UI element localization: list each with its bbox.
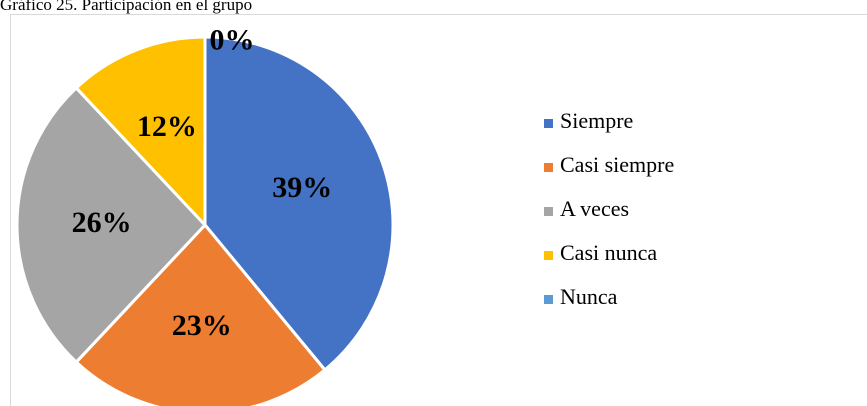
legend-marker (544, 251, 553, 260)
legend-label: Casi siempre (560, 152, 674, 177)
legend-marker (544, 295, 553, 304)
legend-label: A veces (560, 196, 629, 221)
data-label: 0% (210, 24, 255, 57)
legend-marker (544, 163, 553, 172)
legend-marker (544, 119, 553, 128)
chart-frame (10, 14, 867, 406)
legend-marker (544, 207, 553, 216)
data-label: 23% (172, 309, 232, 342)
pie-slice (74, 35, 207, 229)
legend-label: Siempre (560, 108, 633, 133)
legend-label: Casi nunca (560, 240, 657, 265)
chart-title: Gráfico 25. Participación en el grupo (0, 0, 252, 14)
data-label: 39% (272, 171, 332, 204)
pie-slice (203, 35, 395, 372)
data-label: 12% (137, 110, 197, 143)
pie-slice (74, 222, 327, 406)
pie-slice (15, 85, 208, 365)
data-label: 26% (72, 206, 132, 239)
legend-label: Nunca (560, 284, 618, 309)
